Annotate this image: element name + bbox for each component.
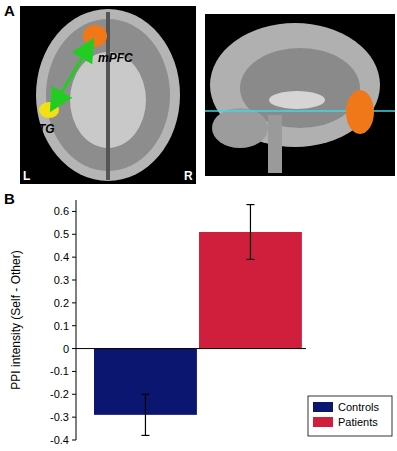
axial-image [20, 6, 196, 184]
y-tick [72, 234, 76, 235]
error-bar [141, 394, 149, 435]
panel-label: A [4, 2, 15, 19]
y-tick [72, 211, 76, 212]
error-bar [246, 205, 254, 260]
brain-axial [36, 9, 180, 181]
background [0, 0, 397, 451]
figure: AmPFC STG L R B -0.4 -0.3 -0.2 -0.1 0 0.1 0.2 0.3 0.4… [0, 0, 397, 451]
y-tick-label: 0 [63, 343, 69, 355]
panel-a: AmPFC STG L R [4, 2, 395, 184]
error-stem [145, 394, 146, 435]
legend-box [308, 396, 392, 436]
y-tick-label: -0.4 [50, 434, 69, 446]
legend-swatch [313, 402, 333, 412]
error-cap [246, 259, 254, 260]
y-tick-label: 0.2 [54, 297, 69, 309]
panel-label: B [4, 190, 15, 207]
y-tick-label: -0.1 [50, 365, 69, 377]
y-tick [72, 325, 76, 326]
brainstem [268, 115, 282, 173]
corpus-callosum [269, 91, 325, 109]
error-cap [246, 204, 254, 205]
mpfc-blob [83, 25, 107, 47]
legend-label: Patients [338, 416, 378, 428]
side-label: L [23, 169, 30, 183]
y-tick [72, 440, 76, 441]
y-tick [72, 257, 76, 258]
y-tick-label: -0.3 [50, 411, 69, 423]
y-tick [72, 417, 76, 418]
y-axis-label: PPI intensity (Self - Other) [9, 250, 23, 389]
y-tick-label: 0.1 [54, 320, 69, 332]
legend: Controls Patients [308, 396, 392, 436]
cerebellum [212, 108, 268, 148]
y-tick-label: 0.4 [54, 251, 69, 263]
y-axis [76, 200, 77, 440]
side-label: R [184, 169, 193, 183]
connectivity-arrow [56, 48, 88, 102]
sagittal-image [205, 14, 395, 176]
stg-blob [39, 102, 59, 118]
legend-label: Controls [338, 401, 379, 413]
y-tick [72, 394, 76, 395]
plot-area [94, 205, 302, 436]
region-label: mPFC [98, 51, 133, 65]
zero-line [76, 348, 306, 349]
y-tick [72, 302, 76, 303]
region-label: STG [30, 122, 55, 136]
y-tick-label: -0.2 [50, 388, 69, 400]
y-tick [72, 280, 76, 281]
error-stem [250, 205, 251, 260]
y-tick [72, 348, 76, 349]
brain-sagittal [210, 23, 380, 147]
error-cap [141, 435, 149, 436]
canvas: AmPFC STG L R B -0.4 -0.3 -0.2 -0.1 0 0.1 0.2 0.3 0.4… [0, 0, 397, 451]
mpfc-blob-sagittal [346, 90, 374, 134]
y-tick [72, 371, 76, 372]
y-tick-label: 0.3 [54, 274, 69, 286]
y-tick-label: 0.5 [54, 228, 69, 240]
y-tick-label: 0.6 [54, 205, 69, 217]
panel-b: B -0.4 -0.3 -0.2 -0.1 0 0.1 0.2 0.3 0.4 0.5 0.6 PPI … [4, 190, 392, 446]
legend-swatch [313, 417, 333, 427]
error-cap [141, 394, 149, 395]
